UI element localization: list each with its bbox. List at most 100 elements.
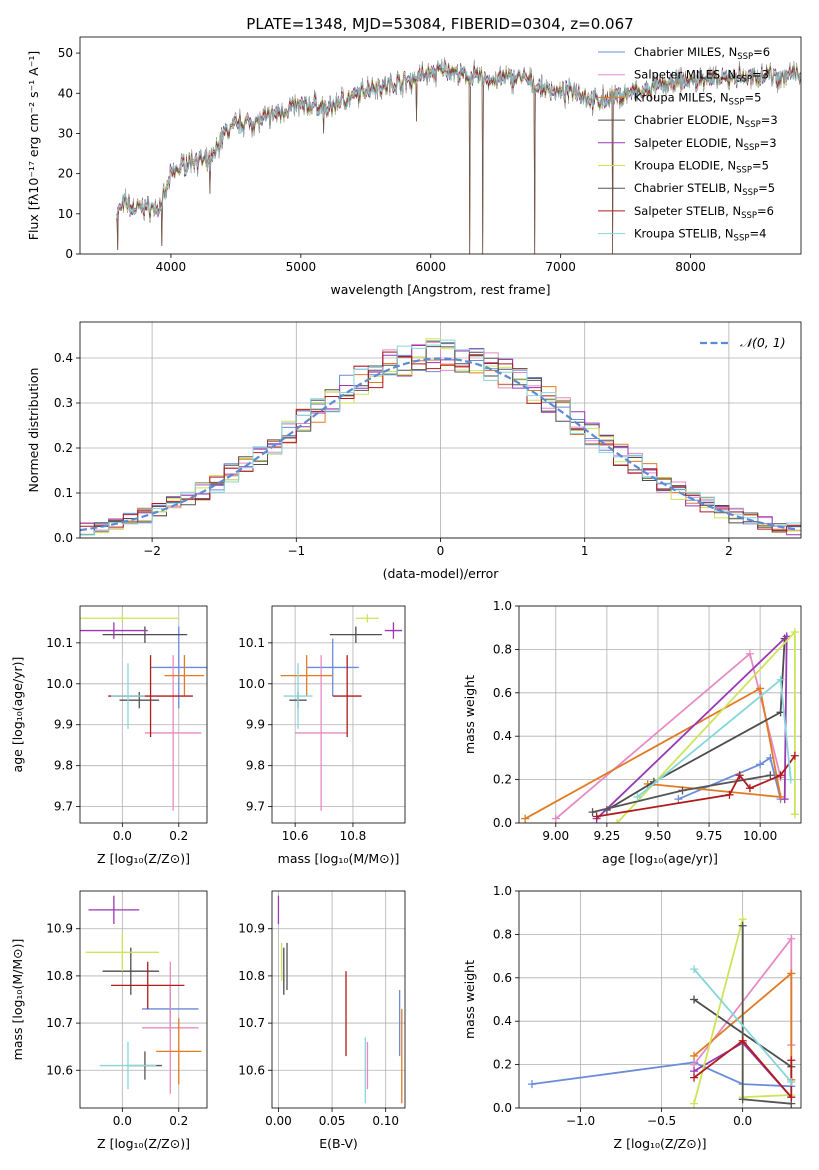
error-point [119,691,160,709]
y-tick-label: 0.2 [54,441,73,455]
weight-marker [776,675,785,684]
weight-marker [745,784,754,793]
weight-marker [690,1073,699,1082]
y-tick-label: 9.7 [246,800,265,814]
spectrum-line [116,60,801,219]
y-tick-label: 10.6 [238,1063,265,1077]
x-tick-label: 9.75 [696,829,723,843]
panel-weight-vs-age: 9.00 9.25 9.50 9.75 10.00 0.0 0.2 0.4 0.6 0.8 1.0 a… [462,599,802,866]
weight-line [606,638,786,811]
x-tick-label: 10.00 [743,829,777,843]
x-tick-label: 9.00 [542,829,569,843]
panel-age-vs-mass: 10.6 10.8 9.7 9.8 9.9 10.0 10.1 mass [log₁₀(M/M… [238,605,406,866]
x-axis-label: age [log₁₀(age/yr)] [602,851,718,866]
x-axis-label: Z [log₁₀(Z/Z⊙)] [97,1136,190,1151]
weight-line [693,968,792,1083]
plot-area-weight-vs-Z [527,915,796,1108]
weight-line [531,1061,792,1088]
error-point [142,961,199,1094]
weight-marker [738,921,747,930]
error-point [102,626,188,643]
weight-marker [735,771,744,780]
plot-area-residuals [80,338,801,536]
x-tick-label: 8000 [675,260,706,274]
axes-frame [518,890,802,1109]
y-axis-label: Normed distribution [26,368,41,493]
weight-marker [551,814,560,823]
weight-marker [786,775,795,784]
x-axis-label: E(B-V) [319,1136,358,1151]
plot-area-age-vs-mass [280,614,403,811]
weight-marker [521,814,530,823]
weight-marker [756,684,765,693]
weight-marker [527,1080,536,1089]
x-tick-label: 0.2 [169,1114,188,1128]
weight-marker [787,969,796,978]
weight-line [524,687,782,820]
plot-area-age-vs-Z [80,614,207,811]
y-tick-label: 0.8 [493,927,512,941]
residual-histogram [80,341,801,531]
y-tick-label: 0.3 [54,396,73,410]
legend-entry: 𝒩(0, 1) [740,335,786,350]
x-tick-label: 0.05 [319,1114,346,1128]
weight-marker [725,790,734,799]
x-tick-label: 2 [725,544,733,558]
legend-entry: Salpeter STELIB, NSSP=6 [634,204,774,221]
y-tick-label: 0.4 [493,1014,512,1028]
y-tick-label: 1.0 [493,599,512,613]
error-point [80,622,148,639]
weight-line [741,925,792,1105]
spectrum-legend: Chabrier MILES, NSSP=6 Salpeter MILES, NS… [598,45,778,244]
panel-mass-vs-Z: 0.0 0.2 10.6 10.7 10.8 10.9 Z [log₁₀(Z/Z⊙)] mas… [10,890,208,1151]
y-tick-label: 0.2 [493,773,512,787]
axes-frame [518,605,802,824]
weight-line [596,634,788,820]
spectrum-line [116,60,801,222]
error-point [111,663,145,729]
error-point [329,626,382,643]
error-point [156,1018,202,1085]
legend-entry: Kroupa ELODIE, NSSP=5 [634,159,769,176]
x-tick-label: 9.25 [594,829,621,843]
residual-histogram [80,351,801,533]
weight-marker [787,1056,796,1065]
figure-title: PLATE=1348, MJD=53084, FIBERID=0304, z=0… [246,15,633,33]
y-tick-label: 0 [65,247,73,261]
weight-marker [776,771,785,780]
x-tick-label: 5000 [286,260,317,274]
weight-marker [787,934,796,943]
y-tick-label: 50 [58,46,73,60]
y-axis-label: age [log₁₀(age/yr)] [10,657,25,773]
y-tick-label: 9.9 [54,718,73,732]
x-tick-label: −1 [287,544,305,558]
axes-frame [271,605,406,824]
y-tick-label: 10.7 [46,1016,73,1030]
legend-entry: Kroupa MILES, NSSP=5 [634,90,761,107]
weight-marker [782,632,791,641]
weight-marker [787,1093,796,1102]
error-point [85,933,160,972]
error-point [102,947,160,995]
legend-entry: Chabrier MILES, NSSP=6 [634,45,770,62]
y-axis-label: mass weight [462,675,477,754]
y-tick-label: 0.0 [493,1101,512,1115]
y-tick-label: 10.9 [238,922,265,936]
x-axis-label: (data-model)/error [383,566,500,581]
axes-frame [79,890,208,1109]
weight-marker [766,771,775,780]
weight-marker [690,965,699,974]
y-tick-label: 0.4 [54,351,73,365]
axes-frame [79,605,208,824]
error-point [80,614,179,623]
legend-entry: Chabrier STELIB, NSSP=5 [634,181,775,198]
weight-marker [592,812,601,821]
x-axis-label: Z [log₁₀(Z/Z⊙)] [614,1136,707,1151]
weight-marker [787,1077,796,1086]
x-axis-label: wavelength [Angstrom, rest frame] [330,282,550,297]
y-tick-label: 10.1 [46,636,73,650]
error-point [306,638,359,697]
y-tick-label: 10.9 [46,922,73,936]
y-tick-label: 10.0 [238,677,265,691]
